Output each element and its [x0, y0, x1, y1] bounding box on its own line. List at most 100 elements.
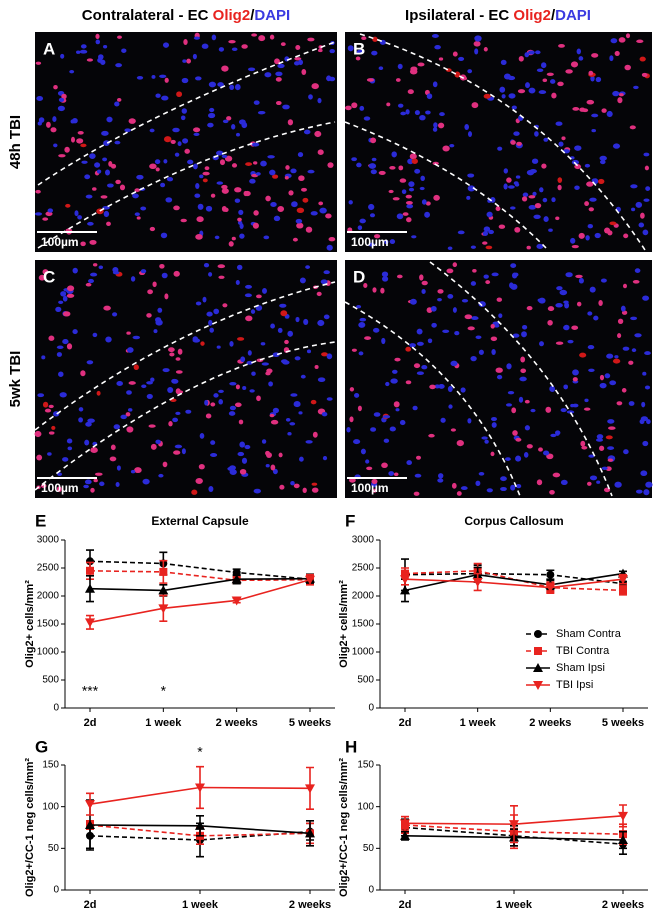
nucleus: [210, 193, 216, 198]
nucleus: [639, 56, 646, 62]
nucleus: [322, 455, 328, 461]
nucleus: [406, 460, 412, 466]
nucleus: [35, 61, 42, 65]
nucleus: [136, 174, 144, 180]
boundary: [34, 281, 336, 431]
nucleus: [645, 186, 651, 192]
nucleus: [563, 384, 569, 390]
nucleus: [642, 440, 649, 447]
nucleus: [549, 386, 556, 392]
nucleus: [586, 181, 594, 187]
nucleus: [448, 404, 453, 409]
nucleus: [454, 330, 460, 336]
nucleus: [432, 127, 438, 132]
nucleus: [155, 439, 161, 444]
nucleus: [574, 145, 582, 151]
nucleus: [280, 42, 286, 46]
nucleus: [558, 44, 565, 48]
nucleus: [597, 178, 605, 184]
nucleus: [113, 424, 121, 430]
nucleus: [578, 232, 585, 239]
nucleus: [413, 363, 421, 369]
nucleus: [645, 481, 653, 488]
nucleus: [579, 107, 586, 112]
nucleus: [166, 176, 174, 182]
nucleus: [447, 246, 453, 250]
nucleus: [103, 305, 111, 311]
nucleus: [60, 291, 67, 297]
nucleus: [174, 444, 183, 449]
nucleus: [406, 217, 412, 223]
nucleus: [62, 457, 69, 462]
nucleus: [72, 117, 78, 124]
nucleus: [269, 413, 275, 418]
nucleus: [157, 307, 163, 313]
nucleus: [265, 371, 271, 376]
nucleus: [397, 63, 403, 70]
nucleus: [525, 82, 530, 89]
nucleus: [251, 142, 260, 147]
nucleus: [210, 452, 218, 458]
nucleus: [293, 401, 301, 408]
nucleus: [79, 49, 88, 54]
nucleus: [234, 402, 242, 408]
nucleus: [486, 211, 493, 218]
y-tick-label: 1000: [352, 647, 375, 658]
nucleus: [451, 482, 457, 489]
nucleus: [231, 163, 238, 168]
data-point: [400, 819, 410, 829]
nucleus: [560, 408, 567, 413]
nucleus: [219, 159, 226, 166]
nucleus: [617, 333, 622, 339]
nucleus: [195, 183, 200, 189]
nucleus: [116, 465, 121, 471]
nucleus: [609, 221, 617, 226]
nucleus: [217, 264, 226, 269]
nucleus: [253, 100, 260, 105]
nucleus: [609, 55, 614, 62]
nucleus: [191, 489, 198, 495]
data-point: [158, 604, 169, 614]
nucleus: [134, 188, 140, 193]
nucleus: [467, 326, 475, 331]
nucleus: [52, 116, 57, 123]
x-tick-label: 2 weeks: [216, 717, 258, 729]
nucleus: [585, 235, 590, 241]
x-tick-label: 2 weeks: [602, 899, 644, 911]
nucleus: [106, 116, 113, 123]
nucleus: [287, 330, 294, 337]
nucleus: [211, 34, 217, 41]
nucleus: [515, 455, 522, 462]
y-tick-label: 0: [368, 885, 374, 896]
nucleus: [243, 190, 251, 197]
nucleus: [119, 184, 126, 191]
nucleus: [508, 93, 516, 99]
y-tick-label: 3000: [37, 535, 60, 546]
nucleus: [353, 392, 360, 398]
nucleus: [185, 409, 192, 414]
nucleus: [405, 194, 412, 199]
nucleus: [612, 90, 620, 97]
nucleus: [432, 161, 439, 166]
nucleus: [163, 136, 172, 143]
nucleus: [126, 390, 132, 395]
nucleus: [466, 195, 471, 200]
nucleus: [421, 280, 428, 286]
nucleus: [518, 55, 524, 62]
y-tick-label: 2000: [37, 591, 60, 602]
nucleus: [99, 481, 105, 487]
nucleus: [44, 408, 52, 413]
separator: /: [551, 7, 556, 24]
nucleus: [521, 331, 527, 338]
nucleus: [392, 369, 398, 374]
nucleus: [515, 175, 521, 179]
y-tick-label: 0: [53, 885, 59, 896]
nucleus: [50, 127, 57, 133]
nucleus: [295, 45, 301, 50]
nucleus: [195, 234, 203, 240]
nucleus: [152, 281, 157, 288]
nucleus: [269, 169, 276, 176]
nucleus: [641, 72, 648, 77]
nucleus: [572, 369, 579, 376]
nucleus: [110, 163, 117, 169]
